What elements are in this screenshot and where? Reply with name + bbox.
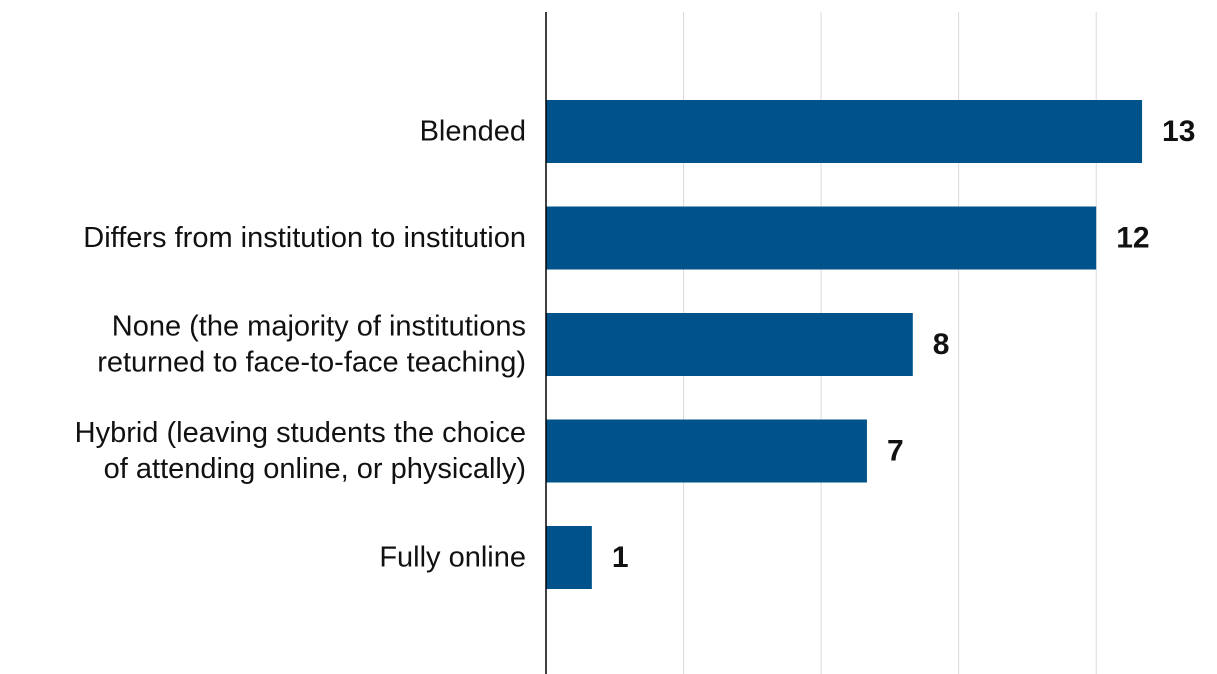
category-label: None (the majority of institutions	[112, 311, 526, 343]
category-label: Blended	[420, 116, 526, 148]
value-label: 13	[1162, 115, 1195, 148]
category-label: returned to face-to-face teaching)	[97, 347, 526, 379]
bar	[546, 100, 1143, 163]
category-label: of attending online, or physically)	[104, 453, 526, 485]
category-label: Hybrid (leaving students the choice	[75, 417, 526, 449]
bar	[546, 419, 867, 483]
bar	[546, 206, 1097, 270]
bar	[546, 313, 913, 376]
bar-layer	[546, 100, 1143, 589]
value-label: 12	[1116, 222, 1149, 255]
value-label: 1	[612, 541, 629, 574]
bar	[546, 526, 592, 589]
value-label: 8	[933, 328, 950, 361]
category-label: Differs from institution to institution	[83, 222, 526, 254]
label-layer: 13 Blended 12 Differs from institution to i…	[75, 115, 1196, 574]
category-label: Fully online	[379, 542, 526, 574]
value-label: 7	[887, 435, 904, 468]
